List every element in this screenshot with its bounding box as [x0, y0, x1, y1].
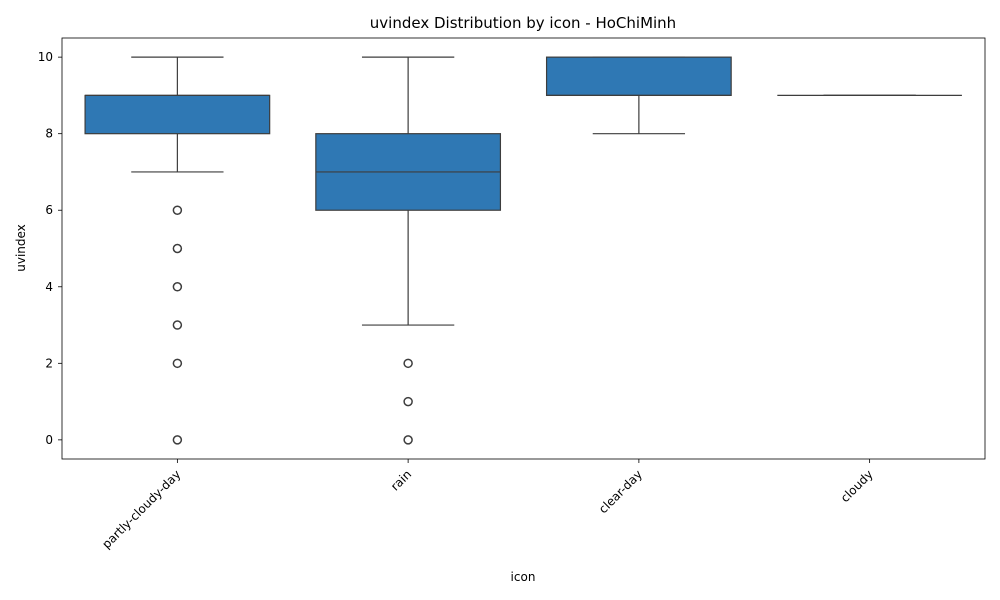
outlier-point [172, 282, 183, 292]
outlier-point [172, 435, 183, 445]
box [84, 94, 271, 135]
x-axis-label: icon [511, 570, 536, 584]
outlier-point [172, 358, 183, 369]
outlier-point [403, 396, 413, 407]
y-tick-label: 2 [45, 356, 53, 370]
chart-title: uvindex Distribution by icon - HoChiMinh [370, 14, 676, 32]
outlier-point [172, 243, 183, 254]
box [545, 56, 732, 97]
y-tick-label: 0 [45, 433, 53, 447]
box-group-partly-cloudy-day [84, 56, 271, 445]
outlier-point [403, 358, 413, 369]
outlier-point [172, 205, 183, 215]
x-tick-label: clear-day [596, 467, 645, 516]
y-axis: 0 2 4 6 8 10 [38, 50, 62, 447]
x-tick-label: partly-cloudy-day [99, 467, 183, 551]
y-tick-label: 6 [45, 203, 53, 217]
y-tick-label: 4 [45, 280, 53, 294]
x-tick-label: cloudy [838, 467, 876, 505]
plot-frame [61, 37, 986, 460]
y-tick-label: 8 [45, 127, 53, 141]
y-axis-label: uvindex [14, 224, 28, 272]
x-axis: partly-cloudy-day rain clear-day cloudy [99, 459, 876, 551]
plot-area [84, 56, 962, 445]
y-tick-label: 10 [38, 50, 53, 64]
box-group-clear-day [545, 56, 732, 135]
outlier-point [172, 320, 183, 330]
outlier-point [403, 435, 413, 445]
box-group-rain [315, 56, 502, 445]
x-tick-label: rain [388, 467, 414, 493]
